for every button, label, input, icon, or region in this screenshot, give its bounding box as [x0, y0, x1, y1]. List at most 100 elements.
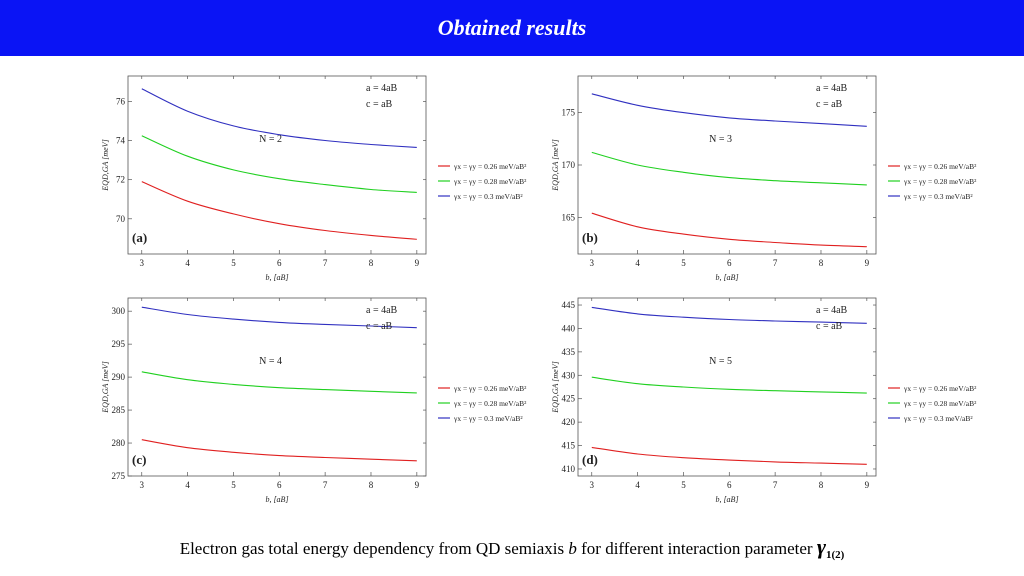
chart-panel-d: 3 4 5 6 7 8 9 410 415 420 425 430 435 440 445 a = 4aB c … — [548, 292, 977, 504]
legend-label-1: γx = γy = 0.26 meV/aB² — [453, 384, 527, 393]
y-tick-label: 170 — [562, 160, 576, 170]
x-tick-label: 5 — [681, 480, 686, 490]
slide-title: Obtained results — [437, 15, 587, 40]
series-line-2 — [141, 371, 417, 394]
x-tick-label: 7 — [323, 258, 328, 268]
annotation-c: c = aB — [366, 321, 393, 332]
x-tick-label: 7 — [323, 480, 328, 490]
x-tick-label: 5 — [231, 258, 236, 268]
series-line-2 — [591, 376, 867, 394]
series-line-2 — [591, 151, 867, 186]
series-line-1 — [141, 181, 417, 240]
y-tick-label: 280 — [112, 438, 126, 448]
legend-label-2: γx = γy = 0.28 meV/aB² — [903, 177, 977, 186]
caption-text-after: for different interaction parameter — [576, 539, 817, 558]
y-tick-label: 435 — [562, 347, 576, 357]
y-tick-label: 74 — [116, 136, 126, 146]
figure-caption: Electron gas total energy dependency fro… — [0, 534, 1024, 561]
series-line-3 — [141, 88, 417, 148]
annotation-a: a = 4aB — [816, 83, 848, 94]
x-tick-label: 8 — [819, 480, 824, 490]
y-tick-label: 76 — [116, 96, 126, 106]
caption-b: b — [568, 539, 577, 558]
header-bar: Obtained results — [0, 0, 1024, 56]
annotation-n: N = 2 — [259, 134, 282, 145]
x-tick-label: 9 — [865, 258, 870, 268]
legend-label-2: γx = γy = 0.28 meV/aB² — [903, 399, 977, 408]
x-axis-label: b, [aB] — [265, 273, 288, 282]
chart-svg: 3 4 5 6 7 8 9 275 280 285 290 295 300 a = 4aB c = aB N … — [101, 297, 527, 504]
legend-label-3: γx = γy = 0.3 meV/aB² — [453, 414, 523, 423]
x-tick-label: 3 — [590, 258, 595, 268]
y-tick-label: 275 — [112, 471, 126, 481]
panel-label: (c) — [132, 452, 146, 467]
x-tick-label: 6 — [277, 258, 282, 268]
x-tick-label: 4 — [185, 480, 190, 490]
legend-label-2: γx = γy = 0.28 meV/aB² — [453, 177, 527, 186]
y-tick-label: 72 — [116, 175, 125, 185]
x-tick-label: 3 — [590, 480, 595, 490]
x-axis-label: b, [aB] — [265, 495, 288, 504]
x-tick-label: 7 — [773, 480, 778, 490]
y-tick-label: 430 — [562, 370, 576, 380]
y-tick-label: 445 — [562, 300, 576, 310]
y-tick-label: 285 — [112, 405, 126, 415]
panel-label: (d) — [582, 452, 598, 467]
x-tick-label: 8 — [369, 258, 374, 268]
x-tick-label: 6 — [727, 480, 732, 490]
legend-label-3: γx = γy = 0.3 meV/aB² — [903, 192, 973, 201]
x-tick-label: 3 — [140, 258, 145, 268]
x-tick-label: 8 — [819, 258, 824, 268]
annotation-a: a = 4aB — [366, 305, 398, 316]
chart-svg: 3 4 5 6 7 8 9 165 170 175 a = 4aB c = aB N = 3 (b) b, … — [551, 75, 977, 282]
y-tick-label: 440 — [562, 323, 576, 333]
y-axis-label: EQD,GA [meV] — [551, 139, 560, 191]
panel-label: (b) — [582, 230, 598, 245]
chart-panel-c: 3 4 5 6 7 8 9 275 280 285 290 295 300 a = 4aB c = aB N … — [98, 292, 527, 504]
x-tick-label: 9 — [415, 258, 420, 268]
annotation-c: c = aB — [366, 99, 393, 110]
y-axis-label: EQD,GA [meV] — [101, 139, 110, 191]
x-axis-label: b, [aB] — [715, 495, 738, 504]
y-tick-label: 420 — [562, 417, 576, 427]
series-line-1 — [591, 212, 867, 248]
annotation-n: N = 4 — [259, 356, 282, 367]
y-tick-label: 70 — [116, 214, 126, 224]
plot-frame — [577, 297, 877, 477]
series-line-3 — [591, 93, 867, 127]
caption-gamma-sub: 1(2) — [825, 549, 845, 561]
legend-label-1: γx = γy = 0.26 meV/aB² — [903, 384, 977, 393]
y-tick-label: 410 — [562, 464, 576, 474]
x-tick-label: 7 — [773, 258, 778, 268]
y-tick-label: 175 — [562, 108, 576, 118]
y-axis-label: EQD,GA [meV] — [101, 361, 110, 413]
annotation-c: c = aB — [816, 99, 843, 110]
chart-svg: 3 4 5 6 7 8 9 70 72 74 76 a = 4aB c = aB N = 2 (a) b, [… — [101, 75, 527, 282]
x-tick-label: 9 — [415, 480, 420, 490]
legend-label-2: γx = γy = 0.28 meV/aB² — [453, 399, 527, 408]
y-tick-label: 290 — [112, 372, 126, 382]
x-tick-label: 5 — [681, 258, 686, 268]
series-line-2 — [141, 135, 417, 193]
chart-svg: 3 4 5 6 7 8 9 410 415 420 425 430 435 440 445 a = 4aB c … — [551, 297, 977, 504]
y-tick-label: 300 — [112, 306, 126, 316]
y-tick-label: 295 — [112, 339, 126, 349]
y-tick-label: 415 — [562, 441, 576, 451]
x-tick-label: 6 — [277, 480, 282, 490]
plot-frame — [127, 297, 427, 477]
x-tick-label: 6 — [727, 258, 732, 268]
x-tick-label: 8 — [369, 480, 374, 490]
series-line-1 — [591, 446, 867, 465]
x-tick-label: 4 — [635, 480, 640, 490]
annotation-a: a = 4aB — [366, 83, 398, 94]
annotation-n: N = 3 — [709, 134, 732, 145]
annotation-n: N = 5 — [709, 356, 732, 367]
x-tick-label: 9 — [865, 480, 870, 490]
caption-gamma: γ — [816, 534, 826, 559]
x-tick-label: 3 — [140, 480, 145, 490]
series-line-1 — [141, 439, 417, 462]
legend-label-3: γx = γy = 0.3 meV/aB² — [453, 192, 523, 201]
y-axis-label: EQD,GA [meV] — [551, 361, 560, 413]
series-line-3 — [141, 306, 417, 329]
panel-label: (a) — [132, 230, 147, 245]
